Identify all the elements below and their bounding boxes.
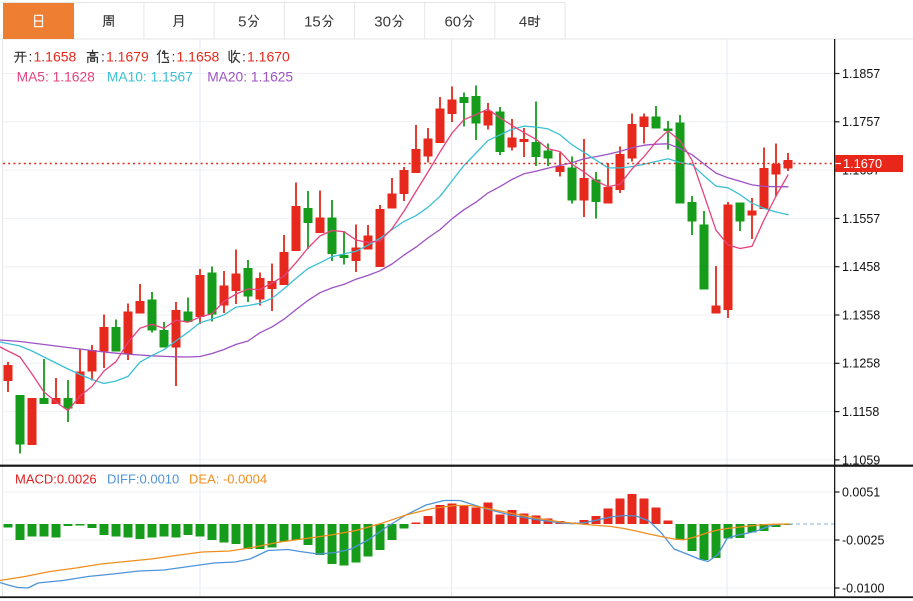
svg-text::: : bbox=[101, 49, 105, 65]
svg-text:-0.0025: -0.0025 bbox=[842, 533, 884, 547]
svg-text:1.1757: 1.1757 bbox=[842, 115, 880, 129]
svg-text:1.1857: 1.1857 bbox=[842, 67, 880, 81]
svg-text:5: 5 bbox=[238, 13, 246, 30]
svg-text:1.1557: 1.1557 bbox=[842, 212, 880, 226]
svg-text:MA5: 1.1628: MA5: 1.1628 bbox=[17, 69, 96, 84]
svg-text:0: 0 bbox=[453, 13, 461, 30]
svg-text:1.1670: 1.1670 bbox=[843, 156, 882, 171]
svg-text::: : bbox=[172, 49, 176, 65]
svg-text:5: 5 bbox=[312, 13, 320, 30]
svg-text:6: 6 bbox=[445, 13, 453, 30]
svg-text:4: 4 bbox=[519, 13, 527, 30]
svg-text:1.1158: 1.1158 bbox=[842, 405, 879, 419]
svg-text:1.1458: 1.1458 bbox=[842, 260, 880, 274]
svg-text:MACD:0.0026: MACD:0.0026 bbox=[15, 472, 97, 487]
svg-text:MA20: 1.1625: MA20: 1.1625 bbox=[207, 69, 293, 84]
svg-text:1.1059: 1.1059 bbox=[842, 453, 880, 467]
svg-text:1.1658: 1.1658 bbox=[34, 49, 77, 65]
svg-text:1.1679: 1.1679 bbox=[106, 49, 149, 65]
svg-text:1.1670: 1.1670 bbox=[247, 49, 290, 65]
svg-text:1: 1 bbox=[304, 13, 312, 30]
svg-text:MA10: 1.1567: MA10: 1.1567 bbox=[107, 69, 193, 84]
svg-text:-0.0100: -0.0100 bbox=[842, 581, 884, 595]
svg-text:DEA: -0.0004: DEA: -0.0004 bbox=[189, 472, 267, 487]
svg-text:1.1258: 1.1258 bbox=[842, 357, 880, 371]
svg-text:0.0051: 0.0051 bbox=[842, 485, 880, 499]
svg-text:0: 0 bbox=[383, 13, 391, 30]
svg-text:3: 3 bbox=[374, 13, 382, 30]
svg-text:DIFF:0.0010: DIFF:0.0010 bbox=[107, 472, 179, 487]
svg-text:1.1358: 1.1358 bbox=[842, 308, 880, 322]
svg-text::: : bbox=[29, 49, 33, 65]
svg-text::: : bbox=[242, 49, 246, 65]
svg-text:1.1658: 1.1658 bbox=[177, 49, 220, 65]
